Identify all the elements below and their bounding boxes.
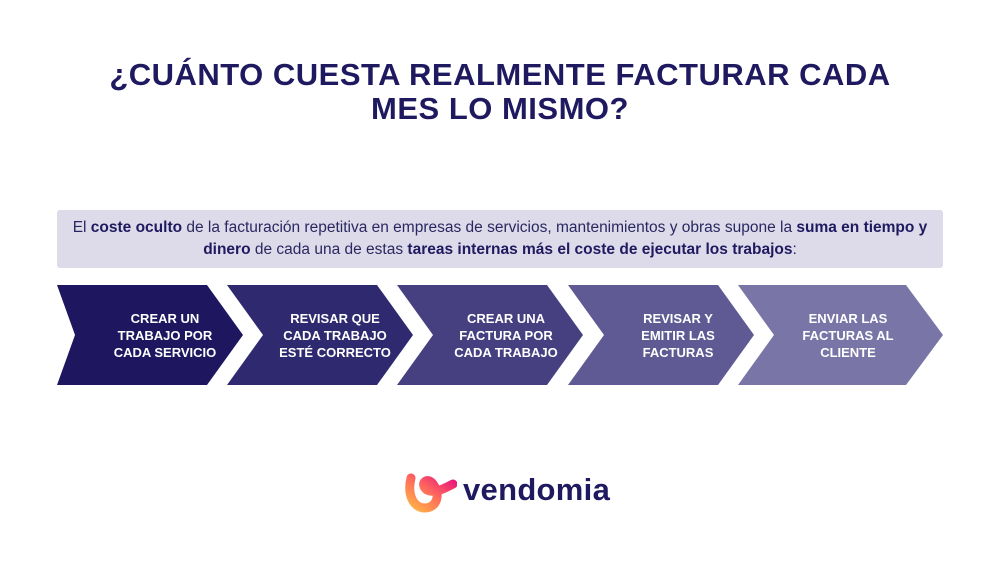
step-text: ESTÉ CORRECTO <box>279 344 391 360</box>
step-1: CREAR UN TRABAJO POR CADA SERVICIO <box>95 285 235 385</box>
step-text: CADA TRABAJO <box>454 344 558 360</box>
step-text: FACTURA POR <box>459 327 553 343</box>
vendomia-logo: vendomia <box>403 466 610 514</box>
step-text: CADA TRABAJO <box>283 327 387 343</box>
page-title: ¿CUÁNTO CUESTA REALMENTE FACTURAR CADA M… <box>0 58 1000 126</box>
chevron-3 <box>397 285 583 385</box>
step-2: REVISAR QUE CADA TRABAJO ESTÉ CORRECTO <box>265 285 405 385</box>
intro-text: de cada una de estas <box>250 241 408 258</box>
intro-box: El coste oculto de la facturación repeti… <box>57 210 943 268</box>
step-text: CREAR UNA <box>467 310 545 326</box>
step-text: REVISAR QUE <box>290 310 380 326</box>
step-text: FACTURAS AL <box>802 327 894 343</box>
step-text: CLIENTE <box>820 344 876 360</box>
intro-bold: coste oculto <box>90 219 183 236</box>
step-4: REVISAR Y EMITIR LAS FACTURAS <box>608 285 748 385</box>
chevron-2 <box>227 285 413 385</box>
step-text: FACTURAS <box>642 344 714 360</box>
intro-text: de la facturación repetitiva en empresas… <box>182 219 797 236</box>
title-line: MES LO MISMO? <box>371 91 629 126</box>
logo-text: vendomia <box>463 472 611 507</box>
intro-bold: tareas internas más el coste de ejecutar… <box>407 241 793 258</box>
title-line: ¿CUÁNTO CUESTA REALMENTE FACTURAR CADA <box>109 57 891 92</box>
step-text: CREAR UN <box>130 310 200 326</box>
step-3: CREAR UNA FACTURA POR CADA TRABAJO <box>436 285 576 385</box>
intro-bold: suma en tiempo y dinero <box>203 219 928 258</box>
intro-text: El <box>72 219 91 236</box>
step-text: EMITIR LAS <box>641 327 715 343</box>
step-text: REVISAR Y <box>643 310 713 326</box>
chevron-1 <box>57 285 243 385</box>
step-5: ENVIAR LAS FACTURAS AL CLIENTE <box>778 285 918 385</box>
logo-icon <box>405 473 457 513</box>
chevron-4 <box>568 285 754 385</box>
step-text: CADA SERVICIO <box>113 344 217 360</box>
chevron-5 <box>738 285 943 385</box>
step-text: TRABAJO POR <box>117 327 213 343</box>
step-text: ENVIAR LAS <box>808 310 888 326</box>
intro-text: : <box>792 241 797 258</box>
